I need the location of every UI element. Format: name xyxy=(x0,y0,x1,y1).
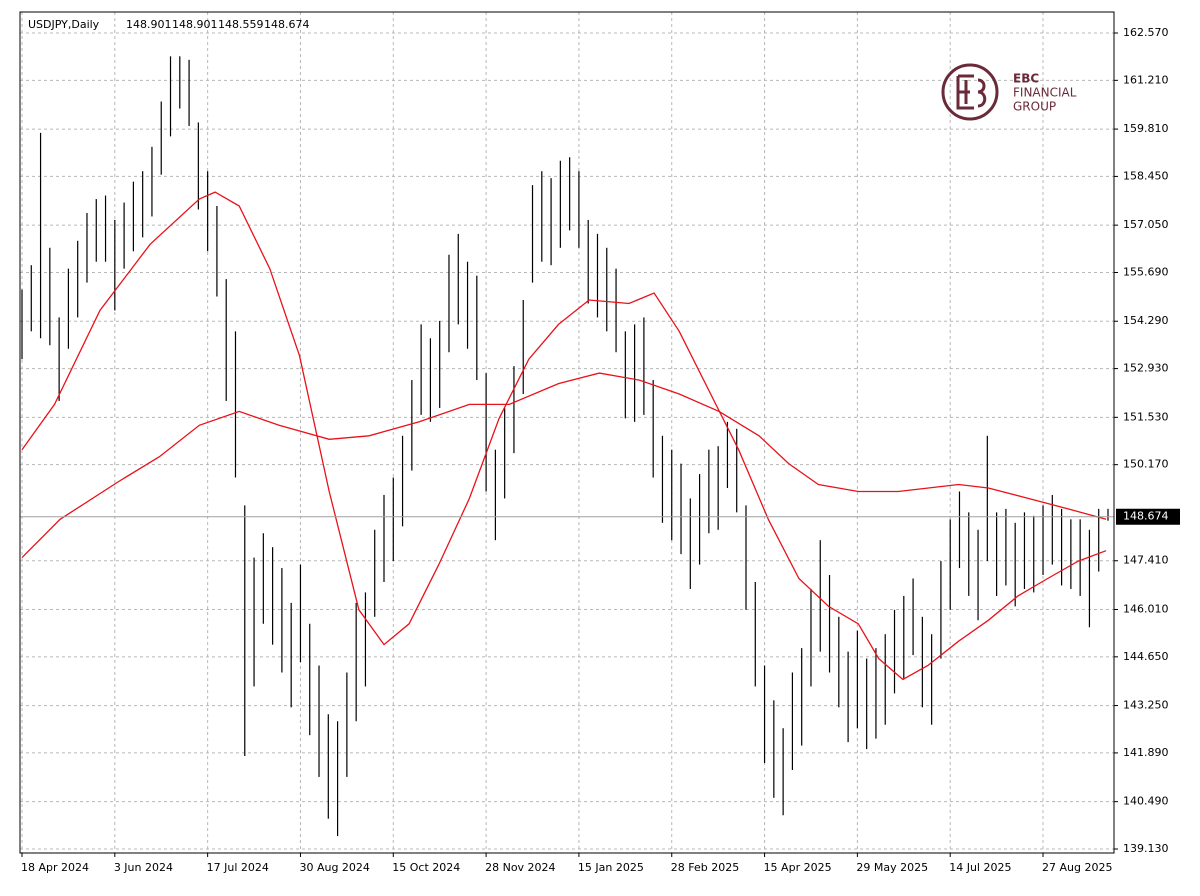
y-tick-label: 150.170 xyxy=(1123,458,1169,471)
plot-frame xyxy=(19,11,1115,854)
y-tick-label: 146.010 xyxy=(1123,602,1169,615)
y-tick-label: 161.210 xyxy=(1123,73,1169,86)
x-tick-label: 27 Aug 2025 xyxy=(1042,861,1112,874)
y-tick-label: 139.130 xyxy=(1123,842,1169,855)
logo-mark xyxy=(956,74,987,110)
x-tick-label: 15 Jan 2025 xyxy=(578,861,644,874)
x-tick-label: 14 Jul 2025 xyxy=(949,861,1011,874)
ohlc-low: 148.559 xyxy=(218,18,264,31)
y-tick-label: 159.810 xyxy=(1123,122,1169,135)
x-tick-label: 3 Jun 2024 xyxy=(114,861,173,874)
ohlc-open: 148.901 xyxy=(126,18,172,31)
y-tick-label: 147.410 xyxy=(1123,554,1169,567)
y-tick-label: 151.530 xyxy=(1123,410,1169,423)
y-tick-label: 154.290 xyxy=(1123,314,1169,327)
y-tick-label: 143.250 xyxy=(1123,699,1169,712)
x-tick-label: 30 Aug 2024 xyxy=(299,861,369,874)
logo: EBC FINANCIAL GROUP xyxy=(941,63,1077,121)
ohlc-close: 148.674 xyxy=(264,18,310,31)
price-box xyxy=(1116,508,1180,525)
logo-text: FINANCIAL xyxy=(1013,86,1077,100)
y-tick-label: 155.690 xyxy=(1123,266,1169,279)
y-tick-label: 158.450 xyxy=(1123,169,1169,182)
logo-ring xyxy=(941,63,999,121)
x-tick-label: 29 May 2025 xyxy=(856,861,928,874)
moving-average xyxy=(21,191,1107,681)
x-tick-label: 18 Apr 2024 xyxy=(21,861,89,874)
x-tick-label: 15 Oct 2024 xyxy=(392,861,460,874)
y-tick-label: 152.930 xyxy=(1123,362,1169,375)
x-tick-label: 15 Apr 2025 xyxy=(764,861,832,874)
logo-text: EBC xyxy=(1013,72,1039,86)
ohlc-high: 148.901 xyxy=(172,18,218,31)
grid xyxy=(20,12,1114,853)
y-tick-label: 141.890 xyxy=(1123,746,1169,759)
x-tick-label: 28 Nov 2024 xyxy=(485,861,555,874)
logo-text: GROUP xyxy=(1013,100,1056,114)
y-tick-label: 144.650 xyxy=(1123,650,1169,663)
y-tick-label: 162.570 xyxy=(1123,26,1169,39)
y-tick-label: 140.490 xyxy=(1123,795,1169,808)
plot xyxy=(20,56,1114,837)
x-tick-label: 17 Jul 2024 xyxy=(207,861,269,874)
chart-title: USDJPY,Daily xyxy=(28,18,100,31)
price-box-label: 148.674 xyxy=(1123,510,1169,523)
x-tick-label: 28 Feb 2025 xyxy=(671,861,739,874)
y-tick-label: 157.050 xyxy=(1123,218,1169,231)
moving-average xyxy=(21,372,1107,559)
